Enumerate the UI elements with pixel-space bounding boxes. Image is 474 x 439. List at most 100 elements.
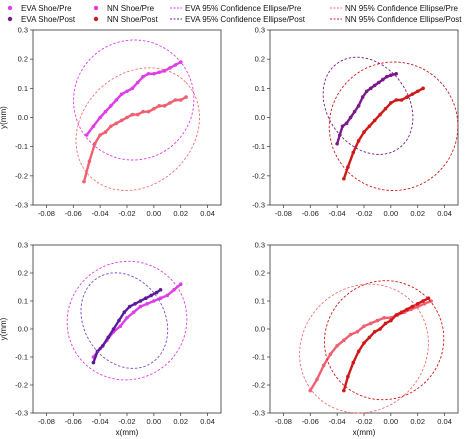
data-point bbox=[117, 318, 121, 323]
chart-panel-1: -0.08 -0.06 -0.04 -0.02 0.00 0.02 0.04 -0.3 -0.2… bbox=[0, 26, 222, 218]
y-tick-label: 0.2 bbox=[255, 55, 265, 64]
x-tick-label: 0.04 bbox=[437, 209, 452, 218]
legend-marker bbox=[93, 16, 99, 22]
chart-panel-3: -0.08 -0.06 -0.04 -0.02 0.00 0.02 0.04 -0.3 -0.2… bbox=[0, 241, 222, 437]
data-point bbox=[372, 330, 377, 334]
x-tick-label: -0.02 bbox=[118, 209, 135, 218]
data-point bbox=[368, 86, 373, 91]
x-tick-label: 0.04 bbox=[200, 209, 215, 218]
data-point bbox=[383, 106, 388, 111]
data-point bbox=[135, 80, 140, 85]
data-point bbox=[135, 112, 140, 117]
x-tick-label: -0.06 bbox=[65, 417, 82, 426]
legend-label: NN Shoe/Post bbox=[107, 15, 158, 24]
y-axis-label: y(mm) bbox=[0, 106, 8, 129]
data-point bbox=[84, 133, 89, 137]
data-point bbox=[422, 302, 427, 306]
data-point bbox=[308, 388, 313, 393]
data-point bbox=[168, 66, 172, 70]
legend-label: EVA Shoe/Post bbox=[21, 15, 76, 24]
chart-panel-2: -0.08 -0.06 -0.04 -0.02 0.00 0.02 0.04 -0.3 -0.2… bbox=[252, 26, 459, 218]
legend-label: EVA Shoe/Pre bbox=[21, 4, 72, 13]
data-point bbox=[98, 133, 102, 137]
data-point bbox=[346, 165, 350, 169]
data-point bbox=[352, 109, 357, 114]
data-point bbox=[141, 74, 145, 79]
data-point bbox=[130, 86, 135, 91]
data-point bbox=[145, 302, 149, 306]
legend-label: EVA 95% Confidence Ellipse/Pre bbox=[185, 4, 302, 13]
data-point bbox=[375, 318, 380, 323]
y-tick-label: 0.3 bbox=[255, 26, 265, 35]
data-point bbox=[378, 327, 382, 331]
data-point bbox=[157, 70, 162, 75]
data-point bbox=[335, 141, 339, 146]
data-point bbox=[394, 71, 399, 76]
data-point bbox=[125, 316, 129, 320]
data-point bbox=[138, 304, 143, 309]
legend-item: NN 95% Confidence Ellipse/Pre bbox=[330, 4, 458, 13]
y-tick-label: 0.1 bbox=[255, 84, 265, 93]
x-tick-label: -0.04 bbox=[329, 417, 346, 426]
data-point bbox=[178, 98, 183, 102]
data-point bbox=[146, 71, 151, 76]
x-tick-label: -0.06 bbox=[65, 209, 82, 218]
y-tick-label: 0.2 bbox=[18, 269, 28, 278]
data-point bbox=[410, 304, 415, 309]
data-point bbox=[342, 338, 346, 343]
data-point bbox=[133, 302, 137, 306]
data-point bbox=[315, 377, 319, 382]
x-tick-label: 0.02 bbox=[410, 209, 425, 218]
data-point bbox=[131, 310, 136, 315]
y-tick-label: -0.2 bbox=[15, 171, 28, 180]
y-tick-label: 0.1 bbox=[255, 297, 265, 306]
data-point bbox=[172, 288, 176, 292]
data-point bbox=[157, 104, 162, 108]
data-point bbox=[376, 80, 381, 85]
y-tick-label: -0.3 bbox=[252, 201, 265, 210]
data-point bbox=[348, 115, 353, 120]
data-point bbox=[362, 324, 366, 329]
y-tick-label: -0.3 bbox=[15, 409, 28, 418]
legend-marker bbox=[7, 16, 13, 22]
x-tick-label: 0.00 bbox=[147, 417, 162, 426]
data-point bbox=[421, 299, 425, 303]
data-point bbox=[362, 130, 366, 134]
data-point bbox=[114, 121, 119, 126]
data-point bbox=[125, 115, 129, 120]
x-tick-label: -0.06 bbox=[302, 417, 319, 426]
data-point bbox=[372, 118, 377, 123]
data-point bbox=[399, 98, 404, 102]
y-tick-label: 0.0 bbox=[255, 325, 265, 334]
legend-label: EVA 95% Confidence Ellipse/Post bbox=[185, 15, 306, 24]
legend-label: NN 95% Confidence Ellipse/Post bbox=[345, 15, 462, 24]
data-point bbox=[355, 330, 360, 334]
data-point bbox=[385, 74, 389, 79]
data-point bbox=[356, 349, 361, 354]
trajectory-line bbox=[85, 60, 182, 137]
legend-marker bbox=[93, 5, 99, 11]
x-tick-label: -0.02 bbox=[355, 417, 372, 426]
y-tick-label: 0.0 bbox=[18, 325, 28, 334]
data-point bbox=[158, 296, 163, 301]
y-tick-label: -0.1 bbox=[252, 142, 265, 151]
data-point bbox=[152, 71, 156, 76]
x-tick-label: -0.02 bbox=[355, 209, 372, 218]
data-point bbox=[119, 118, 124, 123]
data-point bbox=[91, 124, 96, 129]
legend-item: EVA 95% Confidence Ellipse/Pre bbox=[170, 4, 302, 13]
data-point bbox=[383, 321, 388, 326]
plot-frame bbox=[269, 244, 459, 414]
data-point bbox=[364, 89, 369, 94]
data-point bbox=[426, 296, 431, 301]
data-point bbox=[356, 139, 361, 143]
chart-panel-4: -0.08 -0.06 -0.04 -0.02 0.00 0.02 0.04 -0.3 -0.2… bbox=[252, 241, 459, 437]
y-tick-label: 0.0 bbox=[18, 113, 28, 122]
plot-frame bbox=[269, 29, 459, 206]
x-tick-label: -0.04 bbox=[329, 209, 346, 218]
data-point bbox=[328, 352, 333, 357]
legend-item: NN Shoe/Pre bbox=[93, 4, 155, 13]
data-point bbox=[109, 104, 113, 108]
data-point bbox=[106, 335, 110, 340]
